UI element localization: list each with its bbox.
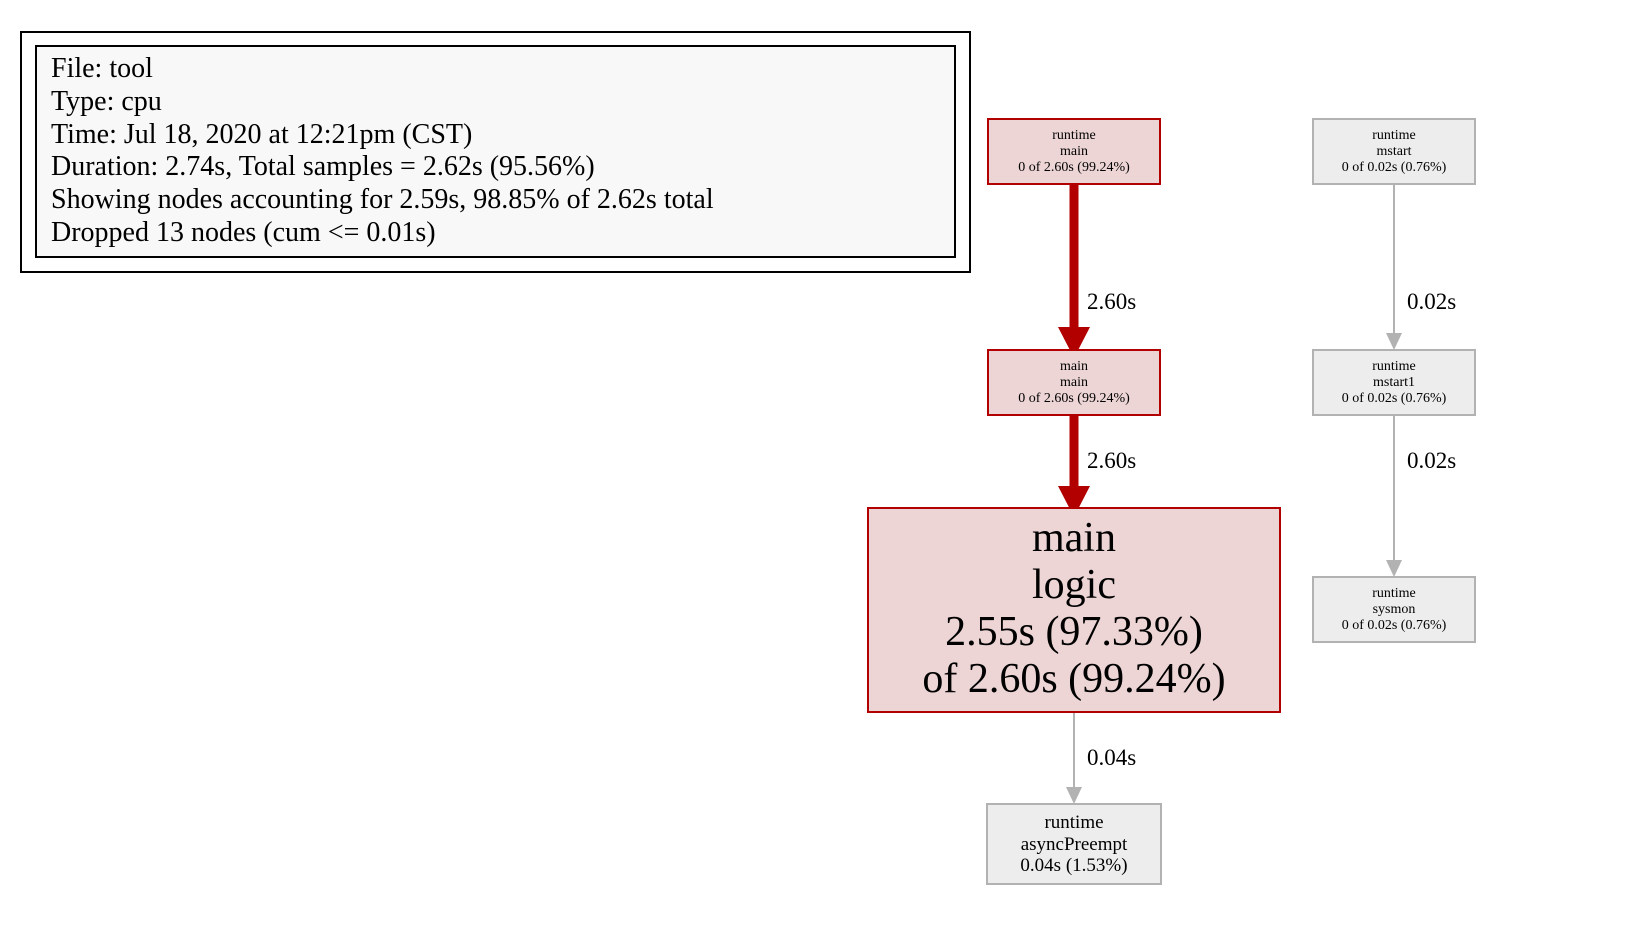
- node-stats: 0 of 0.02s (0.76%): [1342, 391, 1447, 406]
- node-function: asyncPreempt: [1021, 834, 1128, 855]
- node-runtime-mstart[interactable]: runtime mstart 0 of 0.02s (0.76%): [1312, 118, 1476, 185]
- edge-label: 2.60s: [1087, 289, 1136, 314]
- node-flat: 2.55s (97.33%): [945, 609, 1203, 655]
- edge-mstart-to-mstart1[interactable]: 0.02s: [1386, 184, 1456, 350]
- edge-arrowhead: [1058, 486, 1090, 517]
- legend-type: Type: cpu: [51, 86, 162, 117]
- node-main-main[interactable]: main main 0 of 2.60s (99.24%): [987, 349, 1161, 416]
- node-box: [867, 507, 1281, 713]
- legend-file: File: tool: [51, 53, 153, 84]
- node-function: main: [1060, 144, 1088, 159]
- node-package: runtime: [1044, 812, 1103, 833]
- legend-time: Time: Jul 18, 2020 at 12:21pm (CST): [51, 119, 472, 150]
- edge-arrowhead: [1066, 787, 1082, 804]
- edge-mstart1-to-sysmon[interactable]: 0.02s: [1386, 415, 1456, 577]
- node-box: [1312, 349, 1476, 416]
- node-cum: of 2.60s (99.24%): [922, 656, 1225, 702]
- node-function: mstart1: [1373, 375, 1415, 390]
- edge-label: 0.02s: [1407, 448, 1456, 473]
- node-box: [987, 349, 1161, 416]
- edge-arrowhead: [1386, 560, 1402, 577]
- node-stats: 0.04s (1.53%): [1020, 855, 1127, 876]
- node-runtime-sysmon[interactable]: runtime sysmon 0 of 0.02s (0.76%): [1312, 576, 1476, 643]
- node-runtime-asyncpreempt[interactable]: runtime asyncPreempt 0.04s (1.53%): [986, 803, 1162, 885]
- edge-runtime-main-to-main-main[interactable]: 2.60s: [1058, 184, 1136, 358]
- node-package: runtime: [1372, 128, 1416, 143]
- node-main-logic[interactable]: main logic 2.55s (97.33%) of 2.60s (99.2…: [867, 507, 1281, 713]
- node-box: [987, 118, 1161, 185]
- node-box: [986, 803, 1162, 885]
- edge-label: 0.02s: [1407, 289, 1456, 314]
- edge-main-main-to-main-logic[interactable]: 2.60s: [1058, 415, 1136, 517]
- edge-arrowhead: [1058, 327, 1090, 358]
- edge-label: 2.60s: [1087, 448, 1136, 473]
- node-runtime-main[interactable]: runtime main 0 of 2.60s (99.24%): [987, 118, 1161, 185]
- node-stats: 0 of 2.60s (99.24%): [1018, 160, 1130, 175]
- node-box: [1312, 118, 1476, 185]
- node-function: mstart: [1377, 144, 1412, 159]
- node-stats: 0 of 2.60s (99.24%): [1018, 391, 1130, 406]
- legend-duration: Duration: 2.74s, Total samples = 2.62s (…: [51, 151, 595, 182]
- legend-inner-box: [35, 45, 956, 258]
- legend-showing: Showing nodes accounting for 2.59s, 98.8…: [51, 184, 714, 215]
- node-function: logic: [1032, 562, 1116, 608]
- edge-label: 0.04s: [1087, 745, 1136, 770]
- edge-arrowhead: [1386, 333, 1402, 350]
- node-package: main: [1060, 359, 1088, 374]
- node-function: sysmon: [1373, 602, 1416, 617]
- node-stats: 0 of 0.02s (0.76%): [1342, 618, 1447, 633]
- legend-dropped: Dropped 13 nodes (cum <= 0.01s): [51, 217, 436, 248]
- node-box: [1312, 576, 1476, 643]
- edge-main-logic-to-asyncpreempt[interactable]: 0.04s: [1066, 712, 1136, 804]
- node-function: main: [1060, 375, 1088, 390]
- node-package: runtime: [1372, 359, 1416, 374]
- node-package: runtime: [1372, 586, 1416, 601]
- node-package: runtime: [1052, 128, 1096, 143]
- node-stats: 0 of 0.02s (0.76%): [1342, 160, 1447, 175]
- legend: File: tool Type: cpu Time: Jul 18, 2020 …: [20, 31, 971, 273]
- node-package: main: [1032, 515, 1116, 561]
- node-runtime-mstart1[interactable]: runtime mstart1 0 of 0.02s (0.76%): [1312, 349, 1476, 416]
